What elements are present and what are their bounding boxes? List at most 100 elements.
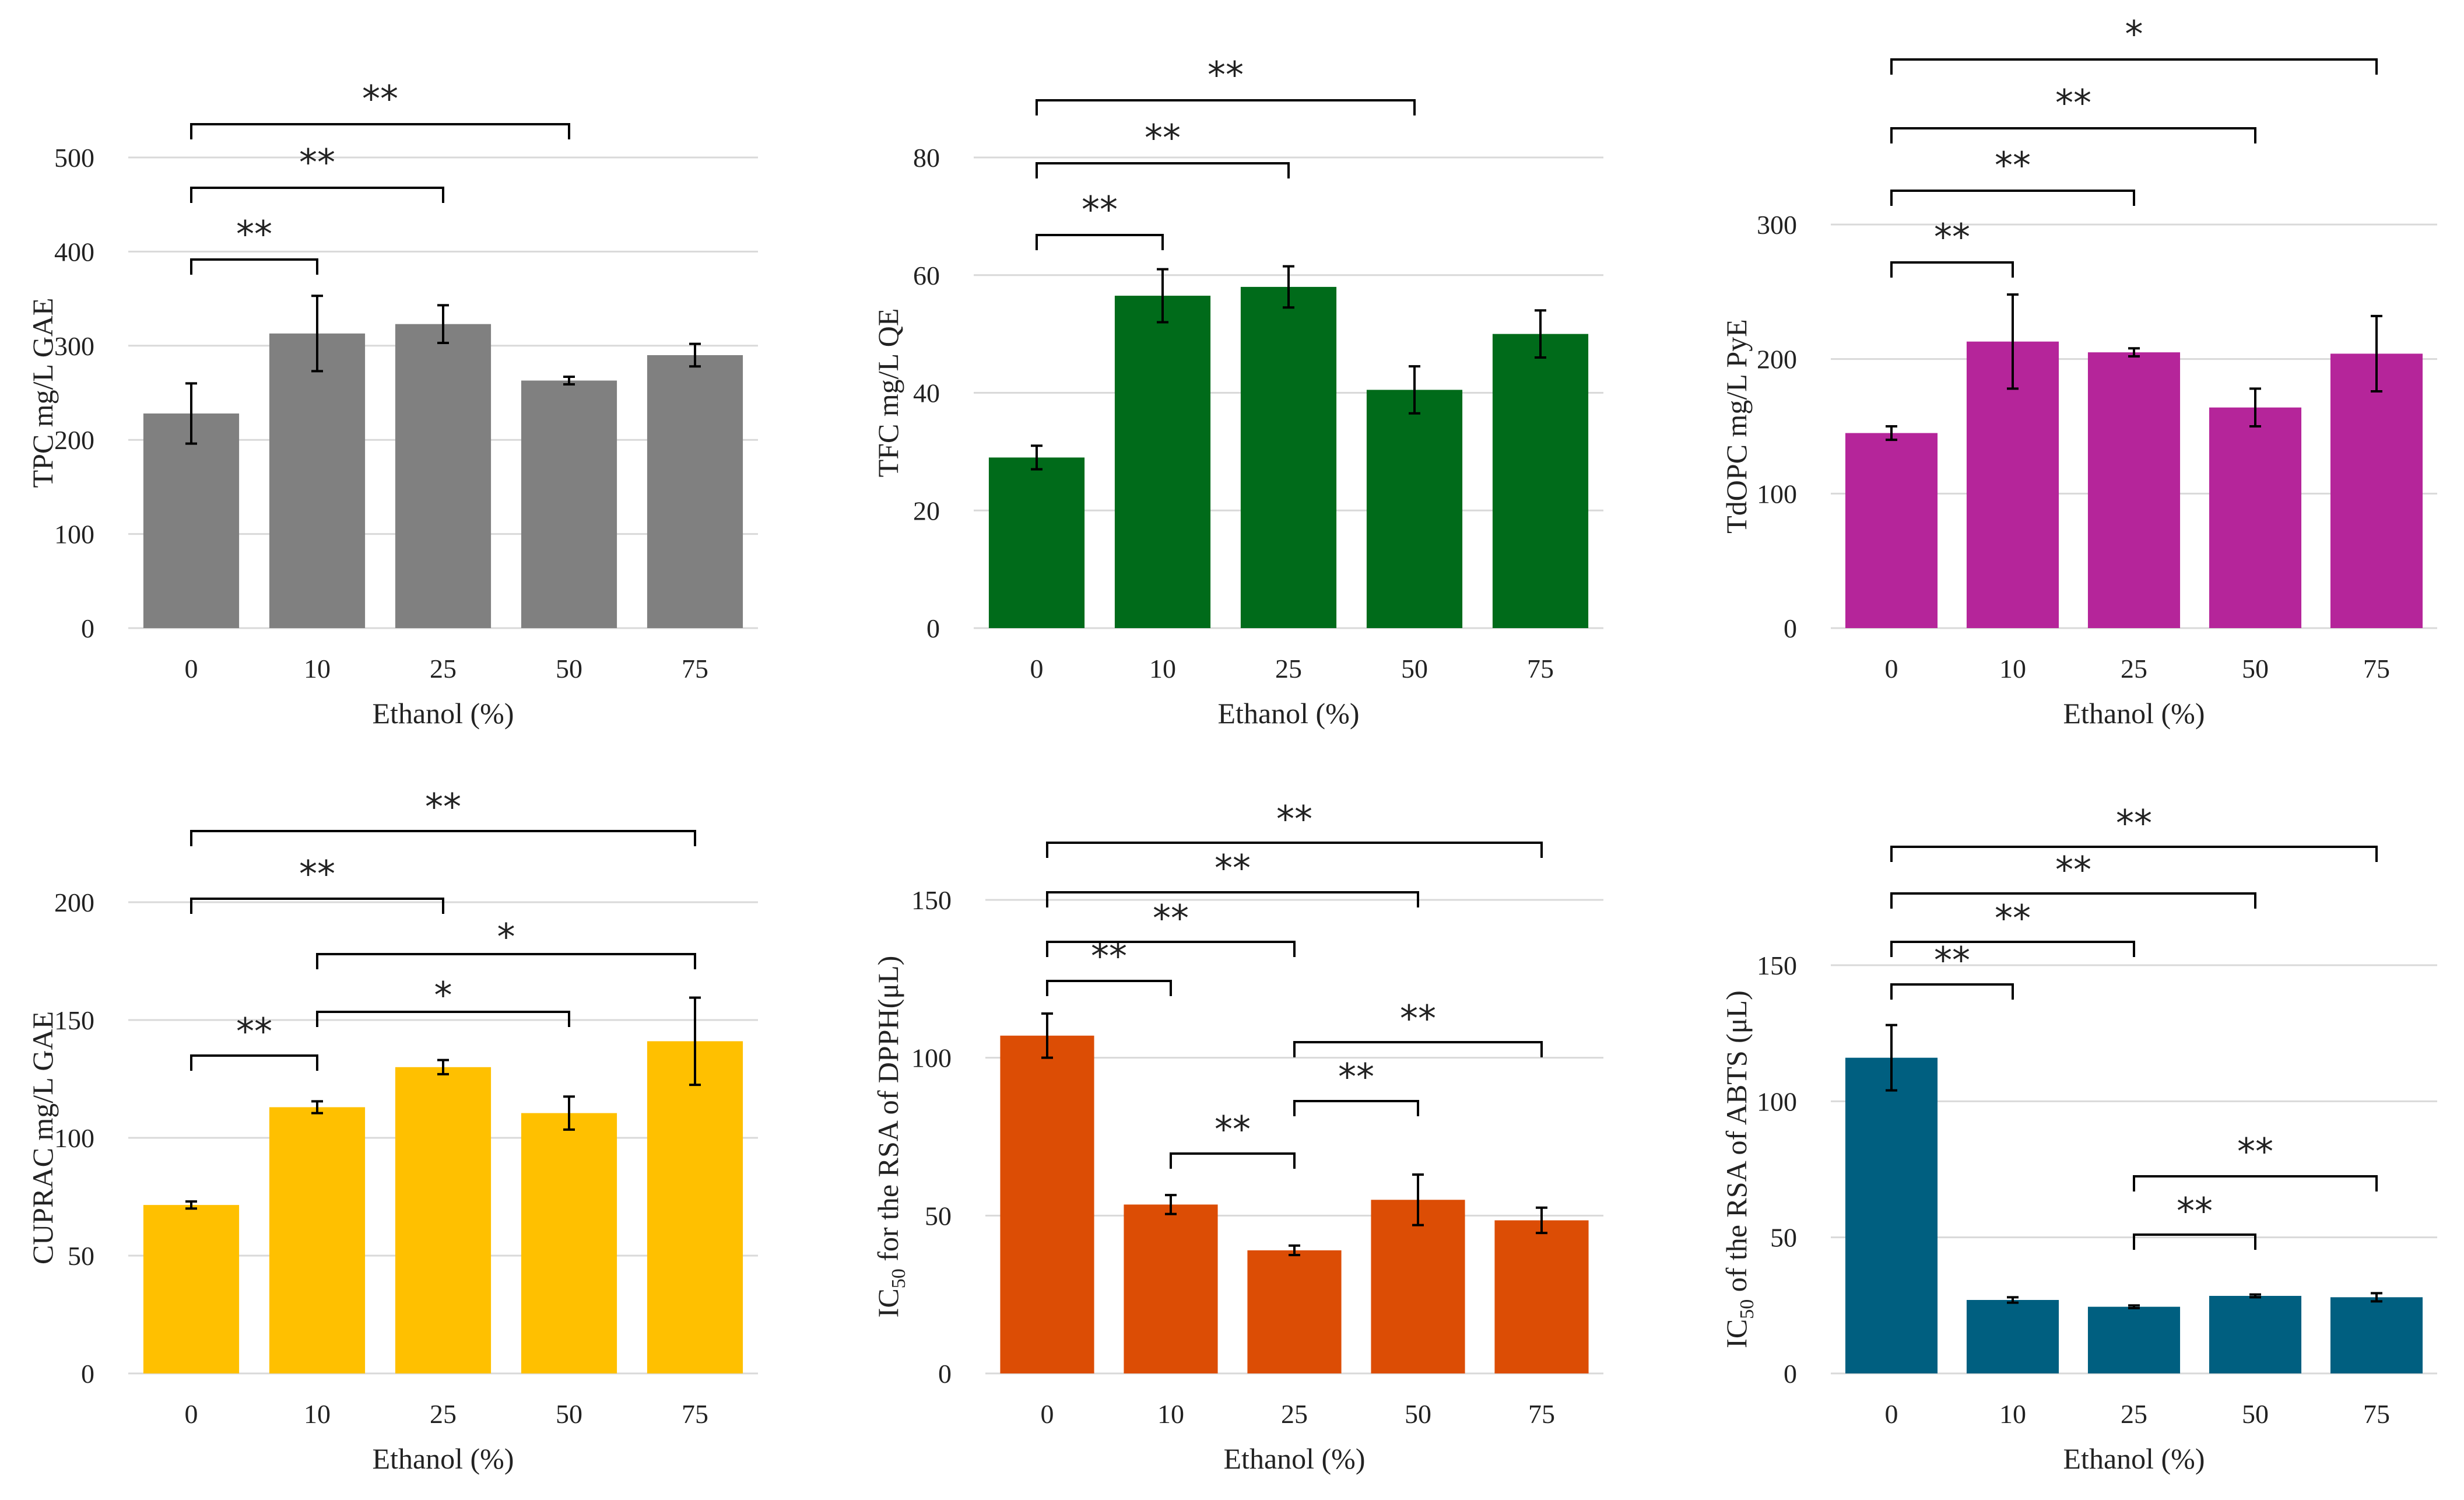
significance-bracket [1890,58,2378,75]
x-tick-label: 25 [1275,654,1302,684]
significance-bracket [1046,941,1296,957]
x-tick-label: 0 [185,654,198,684]
bar-50 [2209,1296,2302,1373]
significance-bracket [1890,941,2135,957]
chart-tpc: 0 100 200 300 400 500 0 10 25 50 75 Ethanol (%) TPC … [26,78,758,730]
bar-50 [1371,1200,1465,1373]
significance-label: * [2125,13,2143,55]
significance-label: ** [1215,847,1251,889]
significance-label: ** [425,786,461,828]
x-tick-label: 0 [185,1399,198,1429]
significance-label: ** [1934,939,1970,982]
x-tick-label: 0 [1041,1399,1054,1429]
x-axis-label: Ethanol (%) [373,1442,514,1475]
y-tick-label: 150 [54,1005,94,1035]
y-tick-label: 200 [54,425,94,455]
significance-bracket [1890,846,2378,862]
y-tick-label: 150 [1757,951,1797,980]
x-tick-label: 0 [1885,654,1898,684]
bar-75 [647,1041,743,1373]
y-tick-label: 80 [913,143,940,173]
significance-bracket [316,1011,570,1027]
bar-25 [395,1067,492,1373]
significance-bracket [1046,980,1172,996]
significance-label: ** [236,213,272,255]
bar-10 [269,333,366,628]
bar-75 [1492,334,1589,628]
y-tick-label: 400 [54,237,94,267]
x-tick-label: 50 [556,1399,582,1429]
x-tick-label: 75 [1527,654,1554,684]
x-tick-label: 10 [1149,654,1176,684]
y-tick-label: 0 [81,1359,94,1389]
significance-label: ** [1208,54,1244,96]
significance-bracket [1036,99,1416,115]
significance-label: ** [1276,798,1312,840]
y-tick-label: 0 [926,614,940,643]
x-tick-label: 25 [2121,1399,2147,1429]
significance-bracket [190,1054,318,1071]
x-tick-label: 50 [1401,654,1428,684]
bar-0 [143,413,240,628]
x-tick-label: 25 [430,1399,457,1429]
bar-25 [2087,1306,2181,1373]
y-tick-label: 0 [1784,1359,1797,1389]
significance-label: ** [2055,849,2091,891]
x-tick-label: 25 [1281,1399,1308,1429]
significance-bracket [1170,1152,1296,1169]
y-tick-label: 100 [1757,479,1797,509]
y-tick-label: 60 [913,261,940,290]
significance-bracket [316,953,696,969]
y-tick-label: 200 [54,888,94,917]
significance-bracket [1046,842,1543,858]
y-tick-label: 100 [1757,1087,1797,1116]
bar-50 [521,1113,617,1373]
bar-0 [143,1205,240,1373]
significance-label: ** [1153,897,1189,940]
bar-0 [1000,1035,1094,1373]
significance-bracket [1890,127,2256,143]
significance-label: ** [1995,897,2031,940]
y-tick-label: 0 [1784,614,1797,643]
x-axis-label: Ethanol (%) [373,697,514,730]
bar-25 [2087,352,2181,628]
chart-cuprac: 0 50 100 150 200 0 10 25 50 75 Ethanol (%) CUPRAC m… [26,786,758,1475]
significance-label: ** [1082,188,1118,231]
x-axis-label: Ethanol (%) [1224,1442,1366,1475]
bar-10 [1124,1204,1218,1373]
bar-0 [1845,1057,1938,1373]
x-tick-label: 0 [1885,1399,1898,1429]
bar-0 [1845,433,1938,628]
bar-10 [1114,296,1211,628]
significance-label: ** [2177,1190,2213,1232]
x-tick-label: 10 [1157,1399,1184,1429]
bar-75 [1494,1220,1589,1373]
significance-bracket [1890,261,2014,278]
x-tick-label: 75 [682,1399,708,1429]
bar-0 [988,457,1085,628]
x-tick-label: 10 [304,654,331,684]
significance-label: ** [1145,117,1181,159]
significance-label: ** [2237,1130,2273,1173]
x-axis-label: Ethanol (%) [2063,1442,2205,1475]
significance-bracket [1890,892,2256,909]
y-axis-label-main: IC [872,1288,904,1317]
x-tick-label: 50 [1405,1399,1431,1429]
y-axis-label: TdOPC mg/L PyE [1720,319,1753,534]
x-tick-label: 10 [1999,654,2026,684]
x-tick-label: 75 [1528,1399,1555,1429]
bar-25 [1240,286,1337,628]
bar-50 [2209,407,2302,628]
y-tick-label: 20 [913,496,940,525]
significance-bracket [190,830,696,846]
x-tick-label: 25 [430,654,457,684]
significance-bracket [190,898,444,914]
bar-25 [1247,1250,1342,1373]
y-tick-label: 100 [54,520,94,549]
significance-bracket [1890,983,2014,1000]
significance-bracket [190,187,444,203]
x-tick-label: 50 [556,654,582,684]
